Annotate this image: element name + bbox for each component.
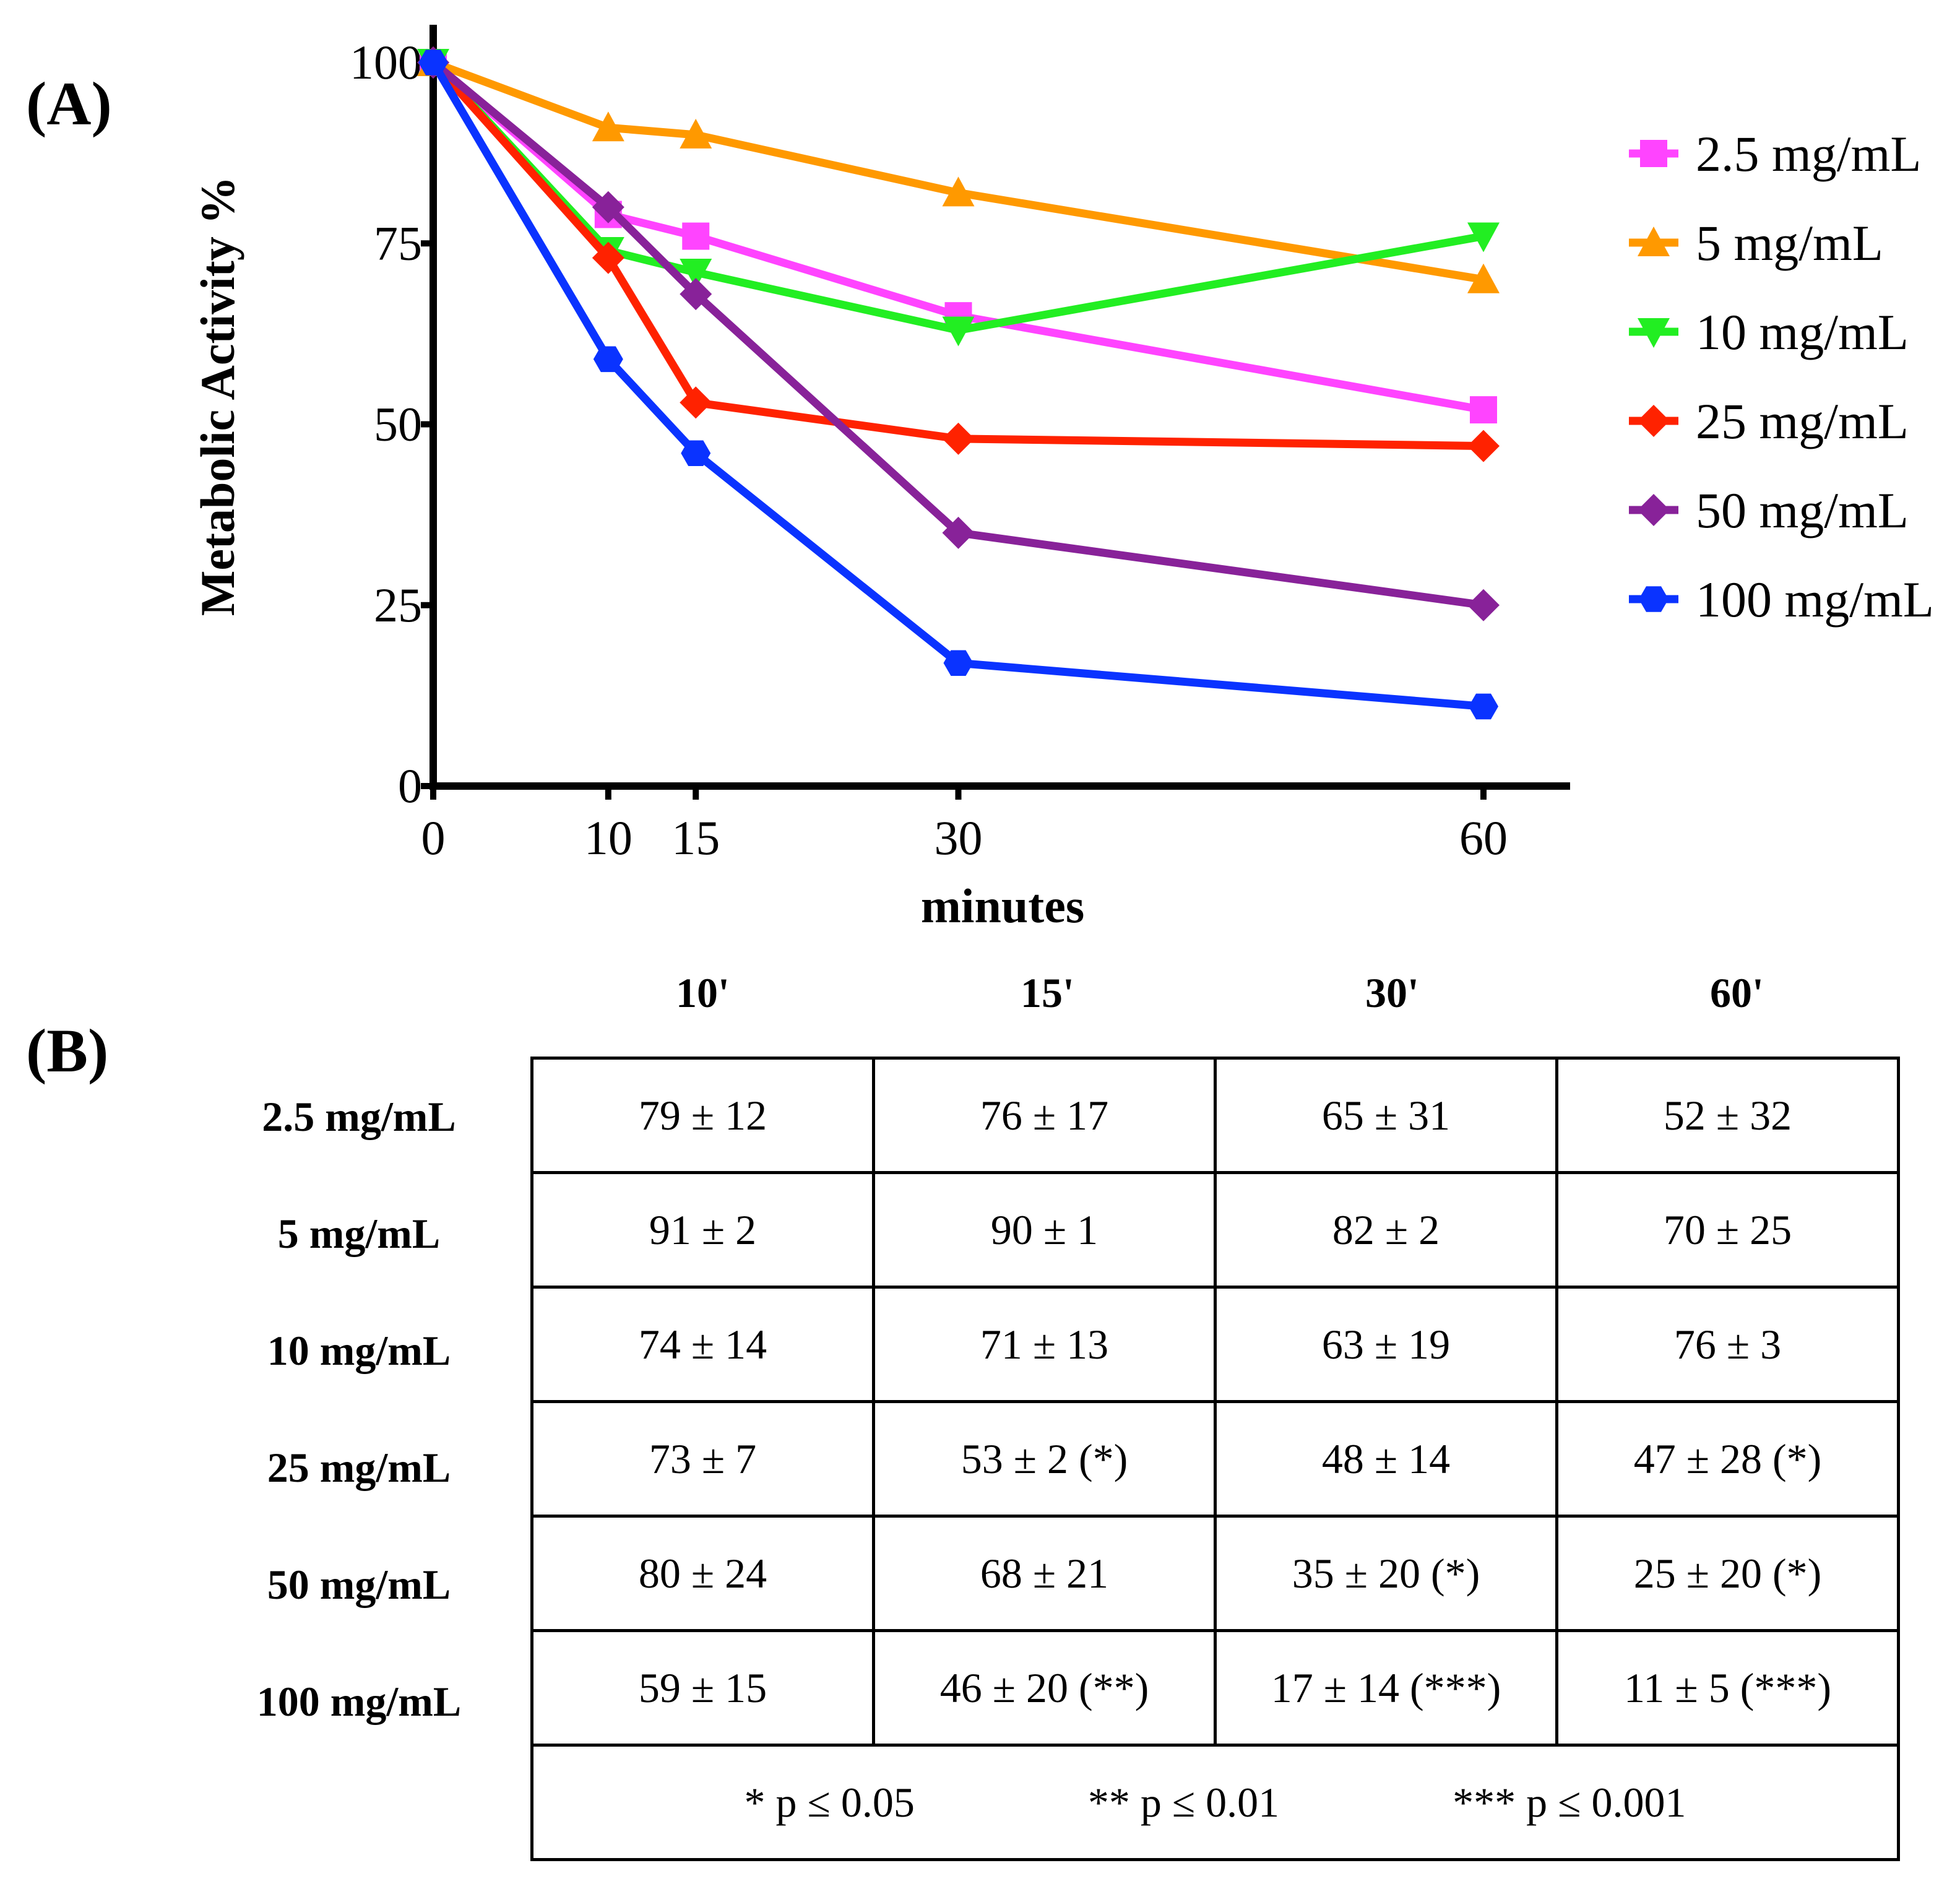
- table-cell: 73 ± 7: [530, 1400, 875, 1518]
- y-tick-label: 50: [374, 397, 422, 451]
- x-tick-label: 10: [584, 811, 632, 865]
- y-axis-label: Metabolic Activity %: [191, 176, 244, 616]
- table-row: 91 ± 2 90 ± 1 82 ± 2 70 ± 25: [530, 1171, 1900, 1289]
- column-header: 15': [1021, 969, 1074, 1016]
- x-tick-label: 30: [935, 811, 983, 865]
- table-cell: 11 ± 5 (***): [1555, 1629, 1900, 1747]
- data-point-10-mg-ml: [942, 316, 975, 347]
- legend-label-50-mg-ml: 50 mg/mL: [1696, 482, 1909, 538]
- table-cell: 47 ± 28 (*): [1555, 1400, 1900, 1518]
- legend-marker-10-mg-ml: [1638, 318, 1670, 348]
- data-point-100-mg-ml: [943, 650, 974, 676]
- table-cell: 53 ± 2 (*): [872, 1400, 1217, 1518]
- data-point-25-mg-ml: [680, 386, 712, 419]
- table-cell: 82 ± 2: [1214, 1171, 1558, 1289]
- data-point-2-5-mg-ml: [1470, 396, 1497, 424]
- column-header: 30': [1365, 969, 1419, 1016]
- table-cell: 63 ± 19: [1214, 1286, 1558, 1403]
- table-cell: 65 ± 31: [1214, 1057, 1558, 1174]
- data-point-25-mg-ml: [1467, 430, 1500, 462]
- table-cell: 46 ± 20 (**): [872, 1629, 1217, 1747]
- footnote: * p ≤ 0.05: [744, 1778, 915, 1826]
- data-point-2-5-mg-ml: [682, 222, 710, 250]
- panel-label-a: (A): [26, 69, 112, 138]
- legend-marker-5-mg-ml: [1638, 227, 1670, 256]
- footnote: ** p ≤ 0.01: [1087, 1778, 1280, 1826]
- data-point-100-mg-ml: [1469, 693, 1498, 720]
- row-label: 10 mg/mL: [267, 1327, 451, 1374]
- table-cell: 52 ± 32: [1555, 1057, 1900, 1174]
- column-header: 10': [676, 969, 730, 1016]
- data-point-5-mg-ml: [680, 118, 712, 149]
- table-cell: 68 ± 21: [872, 1515, 1217, 1632]
- legend-label-10-mg-ml: 10 mg/mL: [1696, 304, 1909, 360]
- data-point-5-mg-ml: [592, 111, 624, 142]
- row-label: 50 mg/mL: [267, 1561, 451, 1608]
- data-point-100-mg-ml: [593, 346, 623, 373]
- legend-marker-2-5-mg-ml: [1640, 140, 1667, 167]
- table-row: 80 ± 24 68 ± 21 35 ± 20 (*) 25 ± 20 (*): [530, 1515, 1900, 1632]
- data-point-25-mg-ml: [592, 241, 624, 274]
- data-point-100-mg-ml: [418, 50, 448, 76]
- legend-label-2-5-mg-ml: 2.5 mg/mL: [1696, 126, 1921, 182]
- x-axis-label: minutes: [921, 879, 1084, 933]
- table-cell: 74 ± 14: [530, 1286, 875, 1403]
- legend-label-100-mg-ml: 100 mg/mL: [1696, 571, 1934, 628]
- table-row: 73 ± 7 53 ± 2 (*) 48 ± 14 47 ± 28 (*): [530, 1400, 1900, 1518]
- table-cell: 71 ± 13: [872, 1286, 1217, 1403]
- significance-legend: * p ≤ 0.05 ** p ≤ 0.01 *** p ≤ 0.001: [530, 1744, 1900, 1861]
- y-tick-label: 100: [350, 35, 422, 89]
- legend-label-5-mg-ml: 5 mg/mL: [1696, 215, 1883, 271]
- table-cell: 17 ± 14 (***): [1214, 1629, 1558, 1747]
- data-point-50-mg-ml: [592, 191, 624, 223]
- footnote-row: * p ≤ 0.05 ** p ≤ 0.01 *** p ≤ 0.001: [530, 1744, 1900, 1861]
- table-row: 74 ± 14 71 ± 13 63 ± 19 76 ± 3: [530, 1286, 1900, 1403]
- data-point-25-mg-ml: [942, 422, 975, 455]
- table-cell: 25 ± 20 (*): [1555, 1515, 1900, 1632]
- data-point-5-mg-ml: [1467, 263, 1500, 293]
- legend-marker-100-mg-ml: [1639, 586, 1669, 612]
- row-label: 25 mg/mL: [267, 1444, 451, 1491]
- table-row: 79 ± 12 76 ± 17 65 ± 31 52 ± 32: [530, 1057, 1900, 1174]
- footnote: *** p ≤ 0.001: [1453, 1778, 1686, 1826]
- y-tick-label: 25: [374, 578, 422, 632]
- legend-label-25-mg-ml: 25 mg/mL: [1696, 393, 1909, 449]
- table-cell: 91 ± 2: [530, 1171, 875, 1289]
- data-point-10-mg-ml: [680, 259, 712, 289]
- y-tick-label: 75: [374, 216, 422, 270]
- x-tick-label: 60: [1459, 811, 1508, 865]
- x-tick-label: 15: [671, 811, 720, 865]
- series-line-5-mg-ml: [431, 58, 1485, 284]
- table-cell: 90 ± 1: [872, 1171, 1217, 1289]
- panel-label-b: (B): [26, 1016, 109, 1085]
- row-label: 100 mg/mL: [256, 1678, 462, 1725]
- table-cell: 76 ± 17: [872, 1057, 1217, 1174]
- legend-marker-50-mg-ml: [1638, 494, 1670, 526]
- data-point-5-mg-ml: [942, 176, 975, 207]
- column-header: 60': [1710, 969, 1764, 1016]
- row-label: 5 mg/mL: [277, 1210, 441, 1257]
- table-cell: 35 ± 20 (*): [1214, 1515, 1558, 1632]
- results-table: 79 ± 12 76 ± 17 65 ± 31 52 ± 32 91 ± 2 90 ± 1…: [530, 1057, 1900, 1861]
- table-cell: 70 ± 25: [1555, 1171, 1900, 1289]
- table-row: 59 ± 15 46 ± 20 (**) 17 ± 14 (***) 11 ± 5 (…: [530, 1629, 1900, 1747]
- y-tick-label: 0: [398, 759, 422, 813]
- data-point-50-mg-ml: [942, 516, 975, 549]
- table-cell: 59 ± 15: [530, 1629, 875, 1747]
- data-point-50-mg-ml: [680, 278, 712, 311]
- row-label: 2.5 mg/mL: [262, 1093, 456, 1140]
- table-cell: 76 ± 3: [1555, 1286, 1900, 1403]
- data-point-100-mg-ml: [681, 440, 711, 467]
- table-cell: 80 ± 24: [530, 1515, 875, 1632]
- data-point-50-mg-ml: [1467, 589, 1500, 621]
- line-chart: 0 25 50 75 100 0 10 15 30 60 minutes Metabolic Acti…: [191, 25, 1934, 933]
- data-point-10-mg-ml: [1467, 222, 1500, 253]
- legend-marker-25-mg-ml: [1638, 405, 1670, 437]
- table-cell: 48 ± 14: [1214, 1400, 1558, 1518]
- x-tick-label: 0: [421, 811, 446, 865]
- table-cell: 79 ± 12: [530, 1057, 875, 1174]
